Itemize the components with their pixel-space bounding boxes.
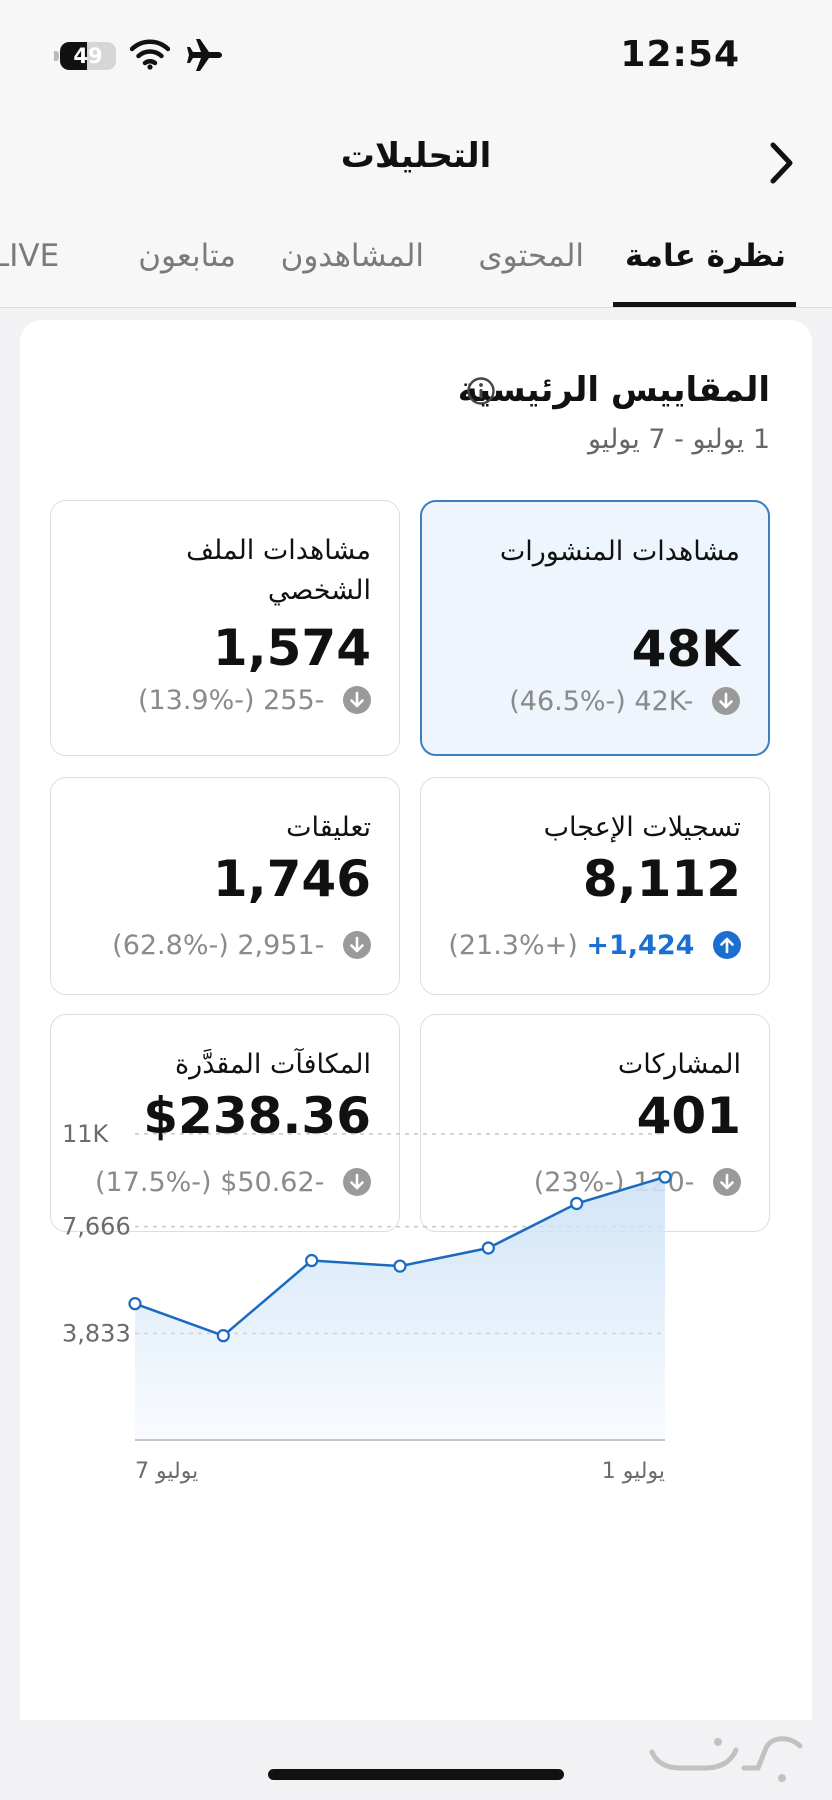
arrow-up-circle-icon <box>713 931 741 959</box>
metric-label: مشاهدات المنشورات <box>499 536 740 567</box>
metric-card-estimated-rewards[interactable]: المكافآت المقدَّرة $238.36 (17.5%-) $50.… <box>50 1014 400 1232</box>
metric-card-shares[interactable]: المشاركات 401 (23%-) 120- <box>420 1014 770 1232</box>
x-tick-label: يوليو 7 <box>135 1459 198 1484</box>
date-range: 1 يوليو - 7 يوليو <box>587 424 770 455</box>
active-tab-indicator <box>613 302 796 307</box>
battery-nub <box>54 51 59 61</box>
overview-card: المقاييس الرئيسية 1 يوليو - 7 يوليو مشاه… <box>20 320 812 1720</box>
tab-followers[interactable]: متابعون <box>138 238 236 274</box>
data-point[interactable] <box>570 1196 584 1211</box>
data-point[interactable] <box>128 1297 142 1311</box>
y-tick-label: 7,666 <box>62 1213 131 1241</box>
metric-change-percent: (17.5%-) <box>95 1167 212 1198</box>
tab-audience[interactable]: المشاهدون <box>280 238 424 274</box>
section-title: المقاييس الرئيسية <box>457 370 770 410</box>
data-point[interactable] <box>658 1170 672 1184</box>
home-indicator <box>268 1769 564 1780</box>
metric-value: 48K <box>631 620 740 678</box>
metric-change-value: 2,951- <box>237 930 325 961</box>
area-fill <box>135 1177 665 1440</box>
status-time: 12:54 <box>620 34 740 75</box>
metric-card-profile-views[interactable]: مشاهدات الملف الشخصي 1,574 (13.9%-) 255- <box>50 500 400 756</box>
data-point[interactable] <box>481 1241 495 1255</box>
page-title: التحليلات <box>340 136 492 176</box>
status-bar: 49 12:54 <box>0 0 832 110</box>
arrow-down-circle-icon <box>343 1168 371 1196</box>
metric-label: تعليقات <box>286 812 371 843</box>
metric-change: (21.3%+) +1,424 <box>448 930 741 961</box>
battery-level: 49 <box>73 44 103 68</box>
metric-card-comments[interactable]: تعليقات 1,746 (62.8%-) 2,951- <box>50 777 400 995</box>
metric-value: 401 <box>636 1087 741 1145</box>
metric-change-percent: (62.8%-) <box>112 930 229 961</box>
trend-chart-svg: 11K 7,666 3,833 يوليو 7 يوليو 1 <box>62 1120 672 1484</box>
metric-change-percent: (46.5%-) <box>509 686 626 717</box>
airplane-icon <box>187 39 222 71</box>
metric-change-value: +1,424 <box>586 930 695 961</box>
metric-change-value: 42K- <box>634 686 694 717</box>
metric-change: (46.5%-) 42K- <box>509 686 740 717</box>
arrow-down-circle-icon <box>712 687 740 715</box>
data-point[interactable] <box>216 1329 230 1343</box>
tab-live[interactable]: LIVE <box>0 238 60 274</box>
battery-fill <box>60 42 88 70</box>
chevron-right-icon[interactable] <box>766 140 796 186</box>
metric-change: (13.9%-) 255- <box>138 685 371 716</box>
tab-bar: نظرة عامة المحتوى المشاهدون متابعون LIVE <box>0 214 832 308</box>
data-point[interactable] <box>393 1259 407 1273</box>
metric-label: مشاهدات الملف الشخصي <box>186 535 371 606</box>
arrow-down-circle-icon <box>713 1168 741 1196</box>
metric-value: $238.36 <box>143 1087 371 1145</box>
metric-card-post-views[interactable]: مشاهدات المنشورات 48K (46.5%-) 42K- <box>420 500 770 756</box>
arrow-down-circle-icon <box>343 931 371 959</box>
battery-icon: 49 <box>60 42 116 70</box>
tab-overview[interactable]: نظرة عامة <box>624 238 786 274</box>
metric-change-value: 255- <box>263 685 325 716</box>
metric-value: 1,574 <box>212 619 371 677</box>
metric-label: المشاركات <box>617 1049 741 1080</box>
watermark-logo <box>649 1736 803 1782</box>
metric-value: 1,746 <box>212 850 371 908</box>
metric-value: 8,112 <box>582 850 741 908</box>
info-icon[interactable] <box>466 376 496 406</box>
metric-change-value: $50.62- <box>220 1167 325 1198</box>
data-point[interactable] <box>305 1253 319 1268</box>
metric-card-likes[interactable]: تسجيلات الإعجاب 8,112 (21.3%+) +1,424 <box>420 777 770 995</box>
trend-chart: 11K 7,666 3,833 يوليو 7 يوليو 1 <box>20 1110 812 1530</box>
metric-change: (62.8%-) 2,951- <box>112 930 371 961</box>
metric-change-percent: (13.9%-) <box>137 685 255 716</box>
header: التحليلات <box>0 110 832 214</box>
tab-content[interactable]: المحتوى <box>478 238 584 274</box>
arrow-down-circle-icon <box>343 686 371 714</box>
metric-label: تسجيلات الإعجاب <box>543 812 741 843</box>
y-tick-label: 3,833 <box>62 1319 131 1347</box>
y-tick-label: 11K <box>62 1120 110 1148</box>
metric-label: المكافآت المقدَّرة <box>175 1049 371 1080</box>
x-tick-label: يوليو 1 <box>602 1459 665 1484</box>
metric-change: (17.5%-) $50.62- <box>95 1167 371 1198</box>
wifi-icon <box>130 39 170 70</box>
metric-change-percent: (21.3%+) <box>448 930 578 961</box>
